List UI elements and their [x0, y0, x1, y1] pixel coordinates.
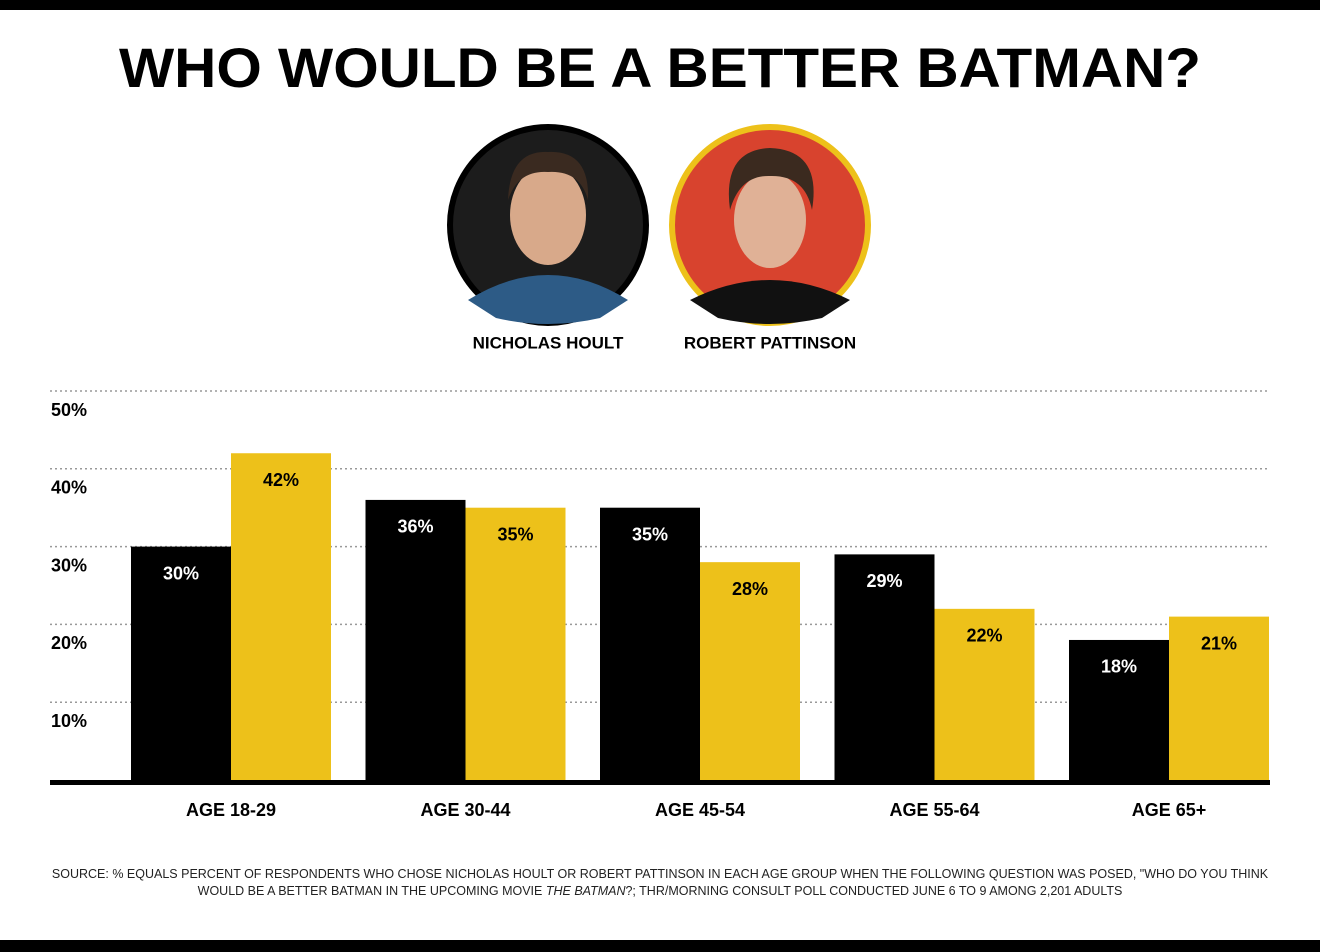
y-tick-label: 30%	[51, 555, 87, 575]
value-label: 30%	[163, 563, 199, 583]
value-label: 28%	[732, 579, 768, 599]
value-label: 18%	[1101, 657, 1137, 677]
bar	[465, 507, 566, 780]
y-tick-label: 40%	[51, 478, 87, 498]
value-label: 35%	[497, 524, 533, 544]
portrait-pattinson	[669, 124, 871, 326]
bottom-band	[0, 940, 1320, 952]
note-text: ?; THR/MORNING CONSULT POLL CONDUCTED JU…	[625, 884, 1123, 898]
value-label: 35%	[632, 524, 668, 544]
chart-title: WHO WOULD BE A BETTER BATMAN?	[119, 36, 1201, 99]
bar	[600, 507, 700, 780]
x-tick-label: AGE 30-44	[420, 800, 510, 820]
note-text: SOURCE: % EQUALS PERCENT OF RESPONDENTS …	[51, 867, 1269, 898]
value-label: 36%	[397, 517, 433, 537]
legend-label: NICHOLAS HOULT	[473, 333, 624, 352]
bar	[934, 608, 1035, 780]
value-label: 42%	[263, 470, 299, 490]
value-label: 22%	[966, 626, 1002, 646]
note-italic: THE BATMAN	[545, 884, 626, 898]
bar	[131, 546, 231, 780]
x-tick-label: AGE 18-29	[186, 800, 276, 820]
bar	[231, 453, 331, 780]
x-tick-label: AGE 65+	[1132, 800, 1207, 820]
bar	[365, 499, 466, 780]
portrait-hoult	[447, 124, 649, 326]
bar	[1069, 639, 1169, 780]
bar	[834, 554, 935, 780]
y-tick-label: 10%	[51, 711, 87, 731]
x-tick-label: AGE 55-64	[889, 800, 979, 820]
bar	[700, 562, 800, 780]
y-tick-label: 50%	[51, 400, 87, 420]
top-band	[0, 0, 1320, 10]
bar	[1169, 616, 1269, 780]
legend-label: ROBERT PATTINSON	[684, 333, 856, 352]
source-note: SOURCE: % EQUALS PERCENT OF RESPONDENTS …	[50, 866, 1270, 900]
value-label: 29%	[866, 571, 902, 591]
value-label: 21%	[1201, 633, 1237, 653]
x-tick-label: AGE 45-54	[655, 800, 745, 820]
y-tick-label: 20%	[51, 633, 87, 653]
